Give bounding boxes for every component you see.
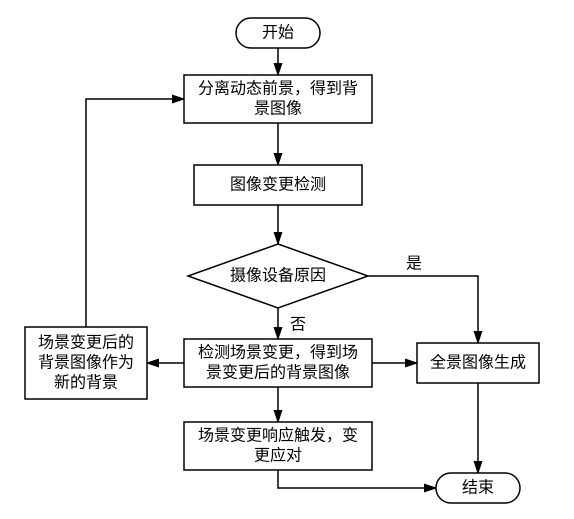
svg-text:场景变更响应触发，变: 场景变更响应触发，变	[198, 426, 358, 445]
svg-text:是: 是	[406, 256, 422, 273]
svg-text:检测场景变更，得到场: 检测场景变更，得到场	[198, 344, 358, 362]
svg-text:图像变更检测: 图像变更检测	[230, 176, 326, 194]
node-n1: 分离动态前景，得到背景图像	[184, 75, 372, 123]
svg-text:全景图像生成: 全景图像生成	[430, 354, 526, 372]
node-left: 场景变更后的背景图像作为新的背景	[25, 327, 147, 399]
svg-text:分离动态前景，得到背: 分离动态前景，得到背	[198, 80, 358, 98]
node-d1: 摄像设备原因	[188, 244, 368, 308]
svg-text:否: 否	[290, 317, 306, 334]
svg-text:更应对: 更应对	[254, 446, 302, 465]
svg-text:新的背景: 新的背景	[54, 374, 118, 392]
node-end: 结束	[436, 473, 520, 503]
node-n3: 检测场景变更，得到场景变更后的背景图像	[184, 339, 372, 387]
svg-text:场景变更后的: 场景变更后的	[38, 334, 134, 352]
edge-n4-end	[278, 470, 436, 488]
node-start: 开始	[236, 18, 320, 48]
svg-text:结束: 结束	[462, 479, 494, 497]
svg-text:开始: 开始	[262, 24, 294, 42]
svg-text:背景图像作为: 背景图像作为	[38, 354, 134, 372]
flowchart: 否 是 开始分离动态前景，得到背景图像图像变更检测摄像设备原因检测场景变更，得到场…	[0, 0, 574, 519]
svg-text:景图像: 景图像	[254, 100, 302, 118]
node-n2: 图像变更检测	[194, 165, 362, 205]
edge-left-n1	[86, 99, 184, 327]
svg-text:摄像设备原因: 摄像设备原因	[230, 267, 326, 285]
node-n4: 场景变更响应触发，变更应对	[184, 422, 372, 470]
edge-d1-pano	[368, 276, 478, 343]
svg-text:景变更后的背景图像: 景变更后的背景图像	[206, 364, 350, 382]
node-pano: 全景图像生成	[417, 343, 539, 383]
